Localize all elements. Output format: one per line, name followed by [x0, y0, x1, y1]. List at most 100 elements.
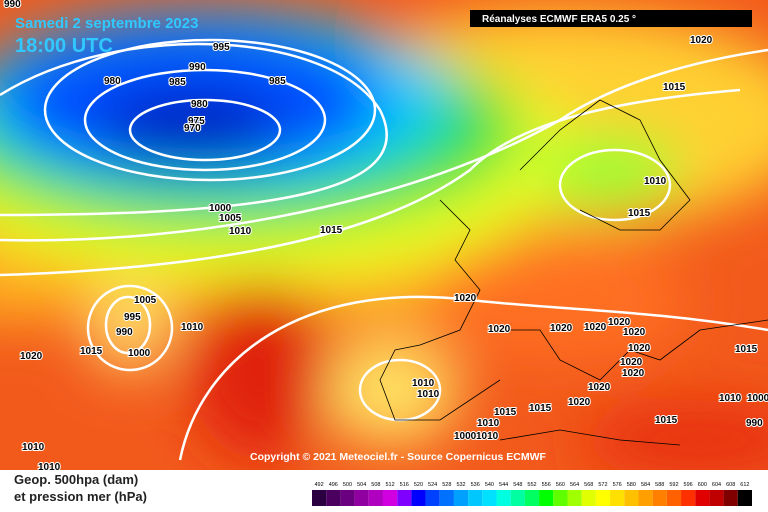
scale-label: 516: [400, 482, 409, 488]
isobar-label: 985: [169, 77, 186, 88]
scale-swatch: [496, 490, 511, 506]
scale-swatch: [425, 490, 440, 506]
scale-swatch: [695, 490, 710, 506]
scale-swatch: [681, 490, 696, 506]
isobar-label: 1010: [181, 322, 204, 333]
isobar-label: 1020: [620, 357, 643, 368]
isobar-label: 1015: [655, 415, 678, 426]
scale-label: 600: [698, 482, 707, 488]
scale-swatch: [638, 490, 653, 506]
isobar-label: 1015: [494, 407, 517, 418]
scale-swatch: [723, 490, 738, 506]
scale-swatch: [326, 490, 341, 506]
isobar-label: 1020: [454, 293, 477, 304]
isobar-label: 1020: [488, 324, 511, 335]
isobar-label: 1015: [628, 208, 651, 219]
isobar-label: 1020: [20, 351, 43, 362]
isobar-label: 1020: [584, 322, 607, 333]
isobar-label: 1000: [209, 203, 232, 214]
scale-swatch: [539, 490, 554, 506]
scale-label: 552: [527, 482, 536, 488]
scale-label: 512: [385, 482, 394, 488]
scale-swatch: [652, 490, 667, 506]
scale-swatch: [524, 490, 540, 506]
scale-swatch: [624, 490, 639, 506]
scale-label: 508: [371, 482, 380, 488]
isobar-label: 1020: [550, 323, 573, 334]
scale-label: 544: [499, 482, 508, 488]
isobar-label: 1015: [529, 403, 552, 414]
isobar-label: 1020: [690, 35, 713, 46]
scale-label: 568: [584, 482, 593, 488]
copyright: Copyright © 2021 Meteociel.fr - Source C…: [250, 451, 547, 463]
scale-label: 608: [726, 482, 735, 488]
scale-swatch: [581, 490, 596, 506]
isobar-label: 1015: [320, 225, 343, 236]
isobar-label: 1000: [454, 431, 477, 442]
scale-swatch: [312, 490, 327, 506]
scale-label: 556: [542, 482, 551, 488]
scale-label: 548: [513, 482, 522, 488]
isobar-label: 1020: [588, 382, 611, 393]
scale-label: 532: [456, 482, 465, 488]
scale-swatch: [709, 490, 724, 506]
scale-label: 584: [641, 482, 650, 488]
scale-swatch: [453, 490, 469, 506]
scale-swatch: [397, 490, 412, 506]
scale-label: 612: [740, 482, 749, 488]
isobar-label: 980: [104, 76, 121, 87]
scale-swatch: [468, 490, 483, 506]
isobar-label: 970: [184, 123, 201, 134]
isobar-label: 1010: [719, 393, 742, 404]
isobar-label: 1000: [128, 348, 151, 359]
isobar-label: 1020: [568, 397, 591, 408]
scale-swatch: [666, 490, 682, 506]
scale-swatch: [610, 490, 625, 506]
scale-swatch: [510, 490, 525, 506]
scale-label: 528: [442, 482, 451, 488]
scale-label: 572: [598, 482, 607, 488]
scale-label: 596: [684, 482, 693, 488]
isobar-label: 995: [124, 312, 141, 323]
legend-line2: et pression mer (hPa): [14, 489, 147, 504]
scale-swatch: [595, 490, 611, 506]
isobar-label: 1015: [663, 82, 686, 93]
scale-label: 536: [471, 482, 480, 488]
scale-label: 500: [343, 482, 352, 488]
scale-label: 496: [329, 482, 338, 488]
isobar-label: 1020: [608, 317, 631, 328]
coastlines: [379, 99, 768, 446]
scale-label: 604: [712, 482, 721, 488]
isobar-label: 1015: [80, 346, 103, 357]
scale-label: 540: [485, 482, 494, 488]
scale-swatch: [382, 490, 398, 506]
source: Réanalyses ECMWF ERA5 0.25 °: [482, 14, 636, 25]
scale-label: 592: [669, 482, 678, 488]
scale-label: 492: [315, 482, 324, 488]
isobar-label: 990: [746, 418, 763, 429]
isobar-label: 1005: [134, 295, 157, 306]
isobar-label: 975: [188, 116, 205, 127]
scale-label: 564: [570, 482, 579, 488]
scale-label: 520: [414, 482, 423, 488]
isobar-label: 1020: [623, 327, 646, 338]
isobar-label: 990: [4, 0, 21, 10]
isobar-label: 980: [191, 99, 208, 110]
isobar-label: 995: [213, 42, 230, 53]
isobar-label: 1010: [229, 226, 252, 237]
isobar-label: 990: [189, 62, 206, 73]
isobar-label: 1010: [412, 378, 435, 389]
isobar-label: 1010: [22, 442, 45, 453]
scale-swatch: [482, 490, 497, 506]
scale-label: 588: [655, 482, 664, 488]
isobar-label: 990: [116, 327, 133, 338]
scale-swatch: [553, 490, 568, 506]
scale-swatch: [567, 490, 582, 506]
scale-swatch: [439, 490, 454, 506]
scale-swatch: [354, 490, 369, 506]
isobars: [0, 38, 768, 461]
scale-label: 560: [556, 482, 565, 488]
legend-line1: Geop. 500hpa (dam): [14, 472, 138, 487]
